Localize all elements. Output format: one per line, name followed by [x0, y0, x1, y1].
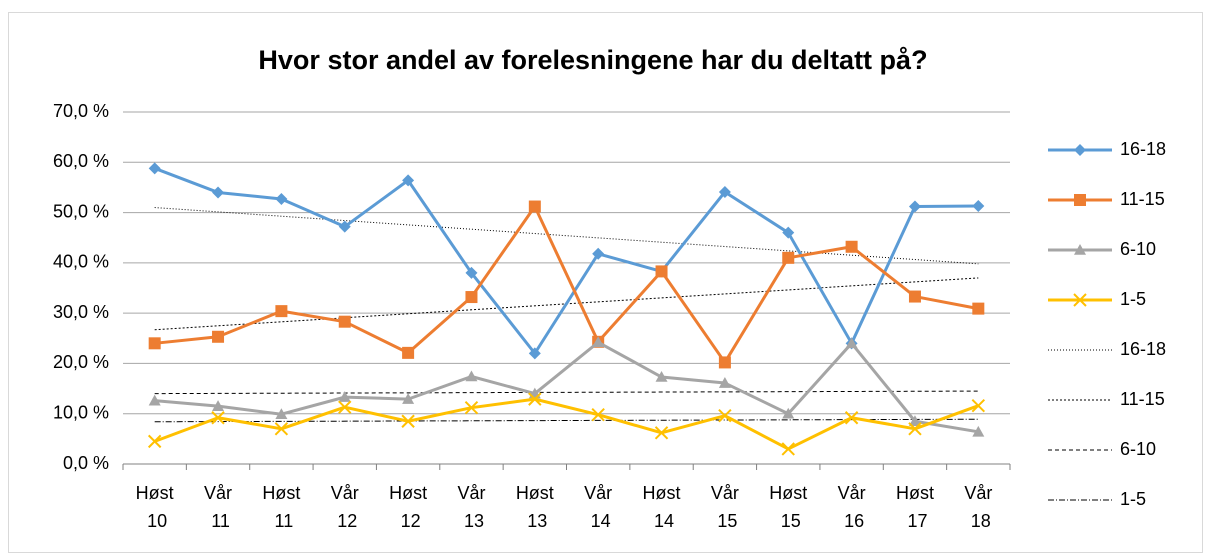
marker	[972, 425, 985, 437]
marker	[338, 315, 351, 328]
marker	[845, 240, 858, 253]
y-tick-label: 40,0 %	[53, 252, 109, 272]
x-tick-label: Vår 16	[838, 483, 866, 531]
marker	[592, 336, 605, 348]
marker	[1073, 293, 1087, 307]
marker	[718, 185, 731, 198]
x-tick-label: Høst 10	[136, 483, 174, 531]
marker	[908, 290, 921, 303]
marker	[1074, 244, 1086, 255]
legend-label: 1-5	[1120, 489, 1146, 509]
marker	[212, 330, 225, 343]
legend-label: 6-10	[1120, 239, 1156, 259]
x-tick-label: Høst 14	[643, 483, 681, 531]
legend-label: 16-18	[1120, 139, 1166, 159]
x-tick-label: Høst 12	[389, 483, 427, 531]
marker	[782, 407, 795, 419]
marker	[971, 398, 986, 413]
marker	[275, 305, 288, 318]
marker	[528, 200, 541, 213]
marker	[972, 302, 985, 315]
trendline	[154, 390, 979, 395]
y-tick-label: 10,0 %	[53, 402, 109, 422]
marker	[718, 377, 731, 388]
chart-title: Hvor stor andel av forelesningene har du…	[258, 45, 927, 75]
x-tick-label: Høst 11	[262, 483, 300, 531]
y-tick-label: 30,0 %	[53, 302, 109, 322]
marker	[718, 409, 732, 423]
marker	[211, 411, 225, 425]
marker	[845, 337, 858, 349]
marker	[402, 393, 415, 404]
x-tick-label: Vår 11	[204, 483, 232, 531]
marker	[781, 442, 795, 456]
x-tick-label: Vår 18	[964, 483, 992, 531]
marker	[1074, 194, 1086, 206]
marker	[528, 392, 542, 406]
marker	[844, 411, 859, 425]
y-tick-label: 20,0 %	[53, 352, 109, 372]
x-tick-label: Vår 14	[584, 483, 612, 531]
marker	[402, 174, 415, 187]
marker	[908, 415, 921, 427]
legend-label: 1-5	[1120, 289, 1146, 309]
marker	[908, 200, 921, 213]
x-tick-label: Vår 13	[457, 483, 485, 531]
legend-label: 11-15	[1120, 389, 1165, 409]
marker	[718, 356, 731, 369]
marker	[338, 400, 352, 414]
marker	[1074, 144, 1086, 156]
marker	[465, 291, 478, 304]
marker	[212, 400, 225, 411]
series-line	[154, 166, 979, 355]
marker	[465, 370, 478, 382]
trendline	[154, 207, 979, 265]
marker	[464, 400, 479, 415]
series-line	[154, 397, 979, 451]
marker	[908, 422, 922, 436]
marker	[148, 162, 161, 175]
series-line	[154, 205, 979, 364]
y-tick-label: 0,0 %	[63, 453, 109, 473]
marker	[654, 426, 669, 440]
x-tick-label: Vår 15	[711, 483, 739, 531]
marker	[338, 391, 351, 402]
marker	[275, 192, 288, 205]
x-tick-label: Høst 15	[769, 483, 807, 531]
legend-label: 11-15	[1120, 189, 1165, 209]
legend-label: 16-18	[1120, 339, 1166, 359]
marker	[782, 226, 795, 239]
marker	[591, 408, 605, 422]
legend-label: 6-10	[1120, 439, 1156, 459]
series-line	[154, 340, 979, 434]
y-tick-label: 50,0 %	[53, 201, 109, 221]
y-tick-label: 70,0 %	[53, 101, 109, 121]
marker	[655, 265, 668, 278]
marker	[465, 266, 478, 279]
trendline	[154, 418, 979, 423]
marker	[274, 422, 289, 436]
marker	[655, 371, 668, 382]
marker	[212, 186, 225, 199]
chart-border	[8, 12, 1203, 553]
marker	[148, 394, 161, 406]
marker	[402, 346, 415, 359]
x-tick-label: Høst 13	[516, 483, 554, 531]
x-tick-label: Høst 17	[896, 483, 934, 531]
marker	[972, 200, 985, 213]
marker	[147, 434, 162, 449]
marker	[338, 220, 351, 233]
y-tick-label: 60,0 %	[53, 151, 109, 171]
marker	[275, 408, 288, 420]
marker	[148, 337, 161, 350]
marker	[592, 247, 605, 260]
marker	[782, 251, 795, 264]
marker	[401, 414, 415, 428]
marker	[528, 347, 541, 360]
x-tick-label: Vår 12	[331, 483, 359, 531]
